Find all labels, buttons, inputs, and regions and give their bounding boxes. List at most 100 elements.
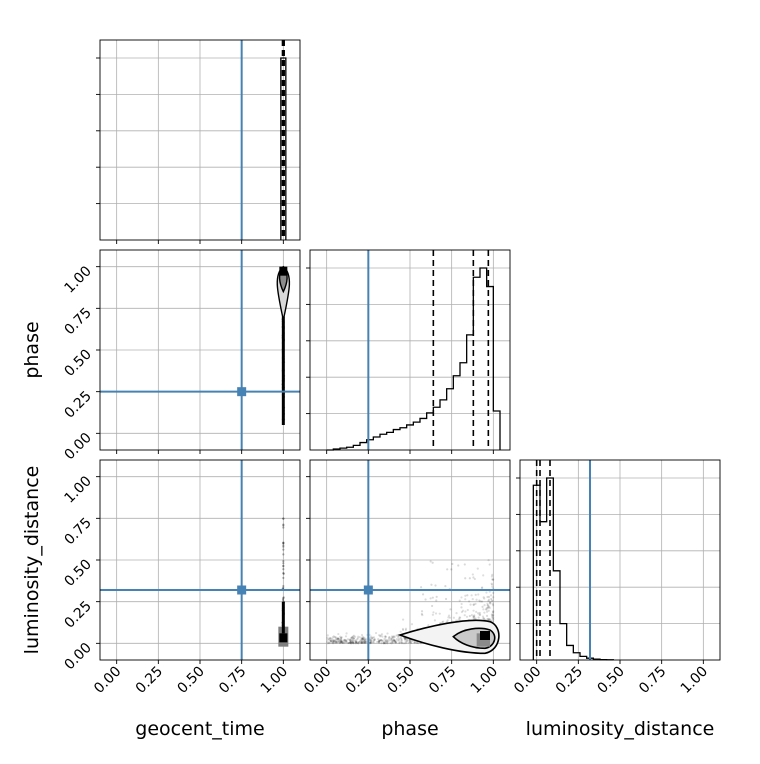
y-axis-label-phase: phase — [21, 321, 43, 378]
sample-point — [361, 638, 364, 641]
y-tick-label: 0.25 — [61, 388, 94, 421]
sample-point — [397, 636, 400, 639]
sample-point — [460, 606, 463, 609]
sample-point — [483, 597, 486, 600]
sample-point — [336, 638, 339, 641]
sample-point — [431, 613, 435, 616]
sample-point — [434, 612, 438, 615]
sample-point — [336, 640, 340, 643]
x-tick-label: 0.00 — [511, 664, 544, 697]
sample-point — [344, 639, 348, 642]
sample-point — [364, 641, 367, 644]
sample-point — [326, 640, 329, 643]
sample-point — [394, 641, 397, 644]
sample-point — [457, 617, 461, 621]
sample-point — [491, 617, 494, 620]
sample-point — [343, 638, 346, 641]
sample-point — [386, 641, 389, 644]
sample-point — [351, 636, 354, 639]
sample-point — [379, 634, 382, 637]
sample-point — [464, 610, 467, 613]
sample-point — [485, 591, 488, 594]
sample-point — [481, 605, 484, 609]
sample-point — [482, 608, 485, 611]
sample-point — [370, 637, 373, 640]
sample-point — [491, 602, 494, 606]
sample-point — [360, 640, 363, 643]
sample-point — [353, 635, 357, 638]
sample-point — [478, 613, 482, 616]
x-tick-label: 0.75 — [216, 664, 249, 697]
sample-point — [282, 567, 285, 571]
sample-point — [403, 638, 407, 641]
sample-point — [343, 639, 346, 642]
sample-point — [282, 517, 285, 520]
sample-point — [360, 641, 363, 644]
sample-point — [356, 638, 359, 641]
sample-point — [460, 602, 463, 606]
sample-point — [491, 578, 495, 581]
sample-point — [363, 640, 366, 643]
sample-point — [349, 639, 352, 642]
sample-point — [327, 642, 331, 645]
sample-point — [332, 639, 335, 642]
x-axis-label-luminosity-distance: luminosity_distance — [526, 718, 715, 740]
sample-point — [468, 600, 471, 603]
sample-point — [360, 641, 363, 645]
sample-point — [370, 639, 373, 642]
sample-point — [475, 610, 478, 613]
sample-point — [282, 576, 285, 580]
sample-point — [354, 641, 358, 644]
sample-point — [380, 642, 383, 645]
sample-point — [374, 631, 378, 635]
sample-point — [488, 601, 492, 604]
sample-point — [378, 639, 381, 642]
sample-point — [464, 598, 467, 601]
sample-point — [340, 641, 343, 644]
sample-point — [354, 640, 358, 644]
sample-point — [338, 640, 341, 644]
sample-point — [396, 639, 399, 642]
sample-point — [282, 564, 285, 567]
sample-point — [390, 639, 393, 642]
sample-point — [492, 578, 495, 581]
sample-point — [384, 635, 387, 638]
sample-point — [360, 633, 364, 637]
sample-point — [351, 639, 354, 642]
sample-point — [383, 637, 386, 640]
sample-point — [336, 641, 340, 644]
sample-point — [364, 638, 367, 642]
sample-point — [348, 641, 352, 644]
sample-point — [391, 641, 394, 644]
sample-point — [338, 640, 341, 643]
hist-step — [280, 57, 287, 240]
sample-point — [472, 617, 475, 620]
sample-point — [395, 634, 398, 637]
sample-point — [360, 638, 363, 641]
sample-point — [349, 641, 352, 645]
sample-point — [394, 639, 397, 642]
sample-point — [472, 603, 475, 606]
scatter-panel-geocent-time-vs-luminosity-distance: 0.00 0.25 0.50 0.75 1.000.000.250.500.751.00 — [61, 459, 301, 697]
sample-point — [382, 639, 385, 642]
sample-point — [347, 641, 350, 645]
sample-point — [487, 609, 490, 612]
sample-point — [491, 578, 494, 581]
sample-point — [386, 642, 389, 645]
x-tick-label: 0.50 — [594, 664, 627, 697]
sample-point — [334, 640, 337, 643]
sample-point — [473, 614, 476, 617]
sample-point — [479, 600, 482, 603]
sample-point — [341, 641, 344, 644]
sample-point — [342, 641, 346, 645]
hist-panel-luminosity-distance: 0.00 0.25 0.50 0.75 1.00 — [511, 459, 721, 697]
sample-point — [365, 638, 368, 641]
sample-point — [491, 600, 494, 603]
sample-point — [491, 604, 495, 607]
sample-point — [340, 636, 343, 639]
sample-point — [452, 616, 455, 619]
density-peak — [279, 633, 288, 643]
sample-point — [352, 637, 356, 640]
sample-point — [491, 615, 494, 618]
